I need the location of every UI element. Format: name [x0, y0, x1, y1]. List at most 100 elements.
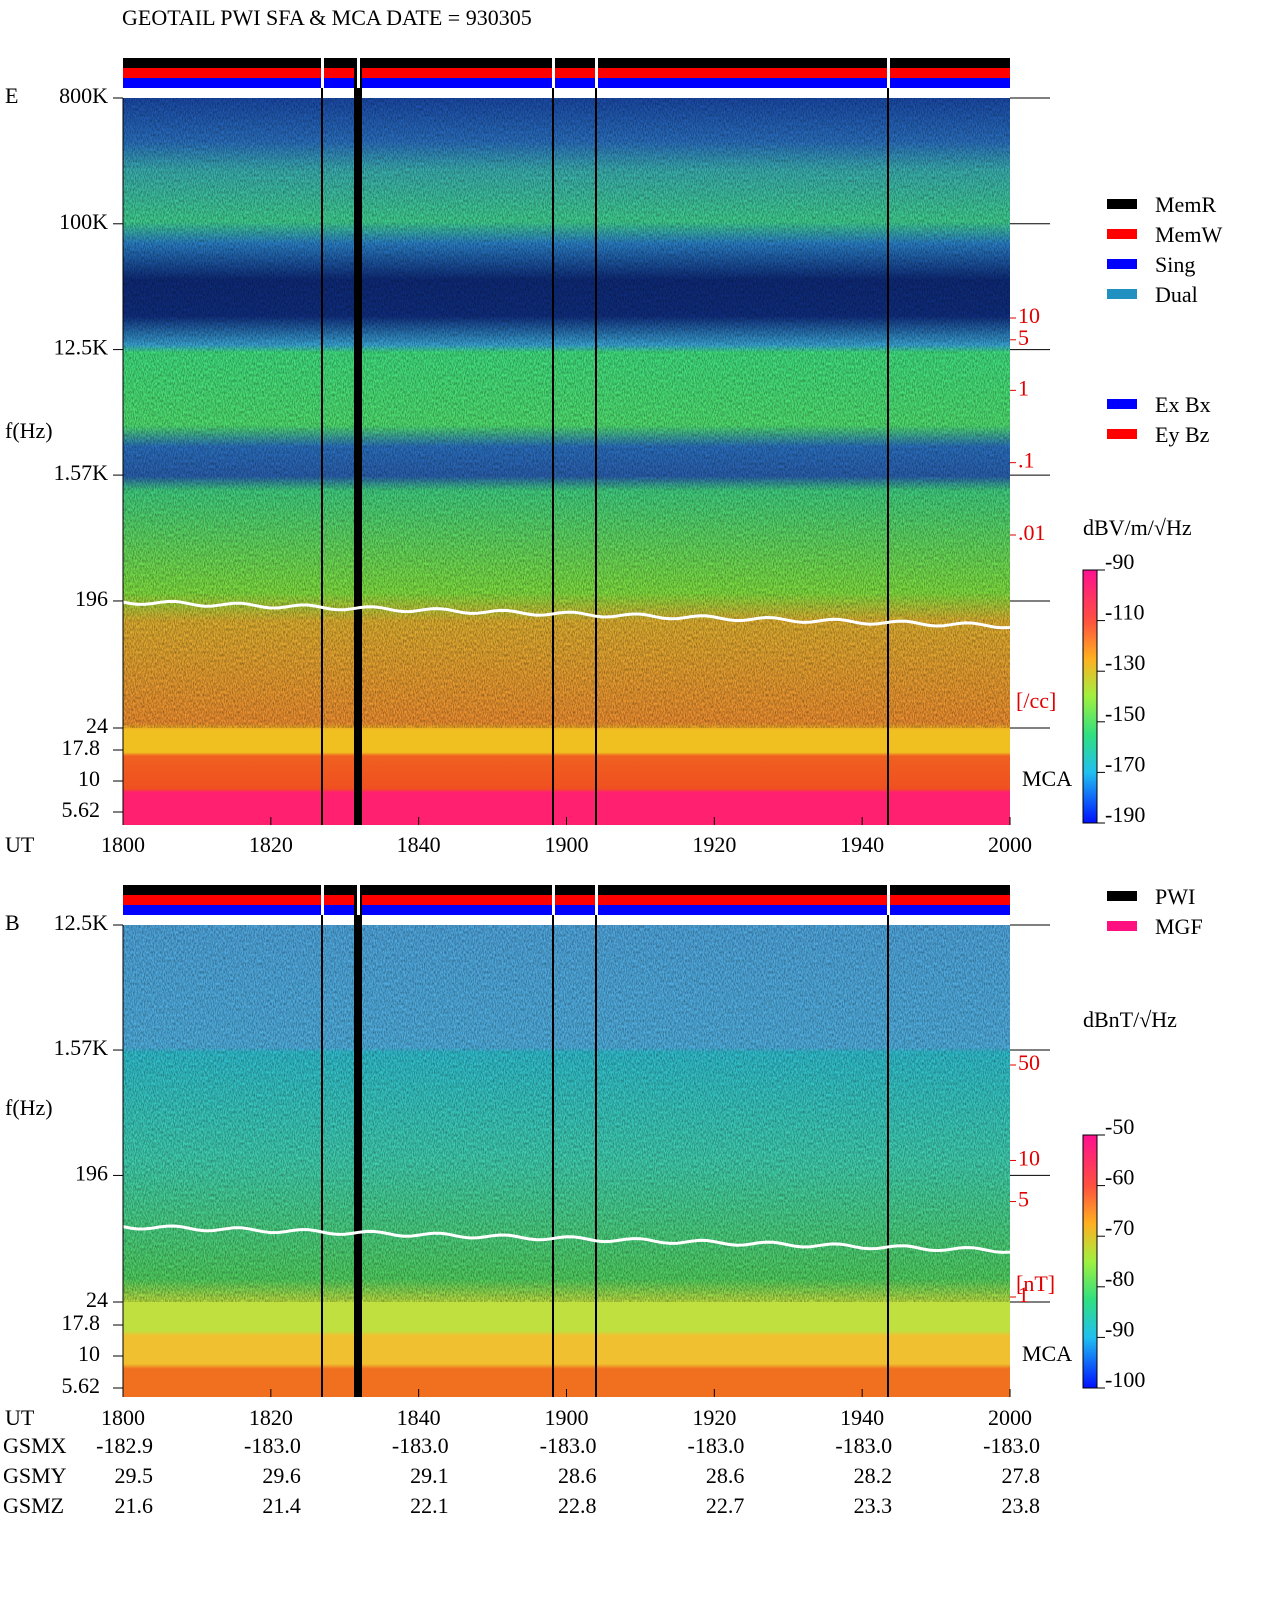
- colorbar-tick-label: -100: [1105, 1367, 1145, 1392]
- plasma-line: [122, 599, 1011, 630]
- y-tick-label: 800K: [59, 83, 108, 108]
- mca-tick-label: 17.8: [62, 1310, 101, 1335]
- x-tick-label: 1800: [101, 832, 145, 857]
- x-tick-label: 1800: [101, 1405, 145, 1430]
- density-tick-label: .01: [1018, 520, 1046, 545]
- x-tick-label: 1940: [840, 1405, 884, 1430]
- legend-swatch: [1107, 229, 1137, 239]
- orbit-value: 23.8: [1002, 1493, 1041, 1518]
- density-tick-label: 50: [1018, 1050, 1040, 1075]
- orbit-value: -183.0: [983, 1433, 1040, 1458]
- mca-tick-label: 10: [78, 766, 100, 791]
- status-bar: [123, 78, 1010, 88]
- x-tick-label: 2000: [988, 1405, 1032, 1430]
- legend-label: Ey Bz: [1155, 422, 1210, 447]
- legend-label: MemR: [1155, 192, 1216, 217]
- density-label: [nT]: [1016, 1271, 1055, 1296]
- colorbar-tick-label: -110: [1105, 600, 1145, 625]
- orbit-value: -183.0: [688, 1433, 745, 1458]
- orbit-value: -183.0: [835, 1433, 892, 1458]
- density-tick-label: .1: [1018, 448, 1035, 473]
- y-tick-label: 24: [86, 1287, 108, 1312]
- orbit-value: 29.6: [262, 1463, 301, 1488]
- orbit-value: 28.6: [558, 1463, 597, 1488]
- orbit-value: 22.8: [558, 1493, 597, 1518]
- plasma-line: [122, 1224, 1011, 1254]
- data-gap: [887, 58, 889, 825]
- gap-marker: [595, 885, 598, 915]
- y-tick-label: 1.57K: [54, 460, 109, 485]
- x-tick-label: 2000: [988, 832, 1032, 857]
- colorbar-tick-label: -70: [1105, 1215, 1134, 1240]
- colorbar-tick-label: -90: [1105, 1316, 1134, 1341]
- legend-label: Sing: [1155, 252, 1195, 277]
- spectrogram-texture: [123, 925, 1010, 1302]
- colorbar-tick-label: -170: [1105, 751, 1145, 776]
- gap-marker: [357, 885, 360, 915]
- orbit-value: -183.0: [392, 1433, 449, 1458]
- orbit-row-name: GSMX: [3, 1433, 67, 1458]
- status-bar: [123, 68, 1010, 78]
- y-tick-label: 196: [75, 586, 108, 611]
- colorbar-tick-label: -90: [1105, 549, 1134, 574]
- legend-swatch: [1107, 891, 1137, 901]
- legend-swatch: [1107, 399, 1137, 409]
- y-tick-label: 24: [86, 713, 108, 738]
- gap-marker: [887, 58, 890, 88]
- gap-marker: [321, 885, 324, 915]
- legend-swatch: [1107, 289, 1137, 299]
- data-gap: [887, 885, 889, 1397]
- legend-swatch: [1107, 259, 1137, 269]
- orbit-value: 21.6: [115, 1493, 154, 1518]
- y-tick-label: 12.5K: [54, 335, 109, 360]
- gap-marker: [595, 58, 598, 88]
- legend-label: MemW: [1155, 222, 1222, 247]
- legend-label: PWI: [1155, 884, 1195, 909]
- status-bar: [123, 905, 1010, 915]
- x-tick-label: 1820: [249, 832, 293, 857]
- orbit-value: 22.1: [410, 1493, 449, 1518]
- gap-marker: [357, 58, 360, 88]
- y-tick-label: 1.57K: [54, 1035, 109, 1060]
- panel-label: E: [5, 83, 18, 108]
- x-tick-label: 1820: [249, 1405, 293, 1430]
- title: GEOTAIL PWI SFA & MCA DATE = 930305: [122, 5, 532, 30]
- x-tick-label: 1920: [692, 1405, 736, 1430]
- x-tick-label: 1840: [397, 832, 441, 857]
- colorbar-tick-label: -50: [1105, 1114, 1134, 1139]
- density-tick-label: 1: [1018, 375, 1029, 400]
- status-bar: [123, 885, 1010, 895]
- x-tick-label: 1900: [545, 832, 589, 857]
- density-tick-label: 5: [1018, 1187, 1029, 1212]
- x-tick-label: 1840: [397, 1405, 441, 1430]
- legend-label: Ex Bx: [1155, 392, 1211, 417]
- colorbar-tick-label: -190: [1105, 802, 1145, 827]
- legend-swatch: [1107, 921, 1137, 931]
- orbit-value: -182.9: [96, 1433, 153, 1458]
- orbit-value: -183.0: [244, 1433, 301, 1458]
- data-gap: [552, 885, 554, 1397]
- y-tick-label: 196: [75, 1160, 108, 1185]
- mca-tick-label: 10: [78, 1341, 100, 1366]
- y-label: f(Hz): [5, 418, 53, 443]
- legend-label: MGF: [1155, 914, 1203, 939]
- data-gap: [595, 58, 597, 825]
- colorbar: [1082, 1134, 1098, 1389]
- density-tick-label: 1: [1018, 1282, 1029, 1307]
- colorbar-tick-label: -60: [1105, 1165, 1134, 1190]
- gap-marker: [552, 885, 555, 915]
- orbit-value: 28.6: [706, 1463, 745, 1488]
- x-label: UT: [5, 1405, 35, 1430]
- density-tick-label: 5: [1018, 325, 1029, 350]
- mca-tick-label: 5.62: [62, 797, 101, 822]
- mca-label: MCA: [1022, 766, 1072, 791]
- colorbar-tick-label: -80: [1105, 1266, 1134, 1291]
- gap-marker: [552, 58, 555, 88]
- density-tick-label: 10: [1018, 1145, 1040, 1170]
- orbit-value: 29.5: [115, 1463, 154, 1488]
- mca-tick-label: 17.8: [62, 735, 101, 760]
- status-bar: [123, 895, 1010, 905]
- status-bar: [123, 58, 1010, 68]
- data-gap: [354, 58, 362, 825]
